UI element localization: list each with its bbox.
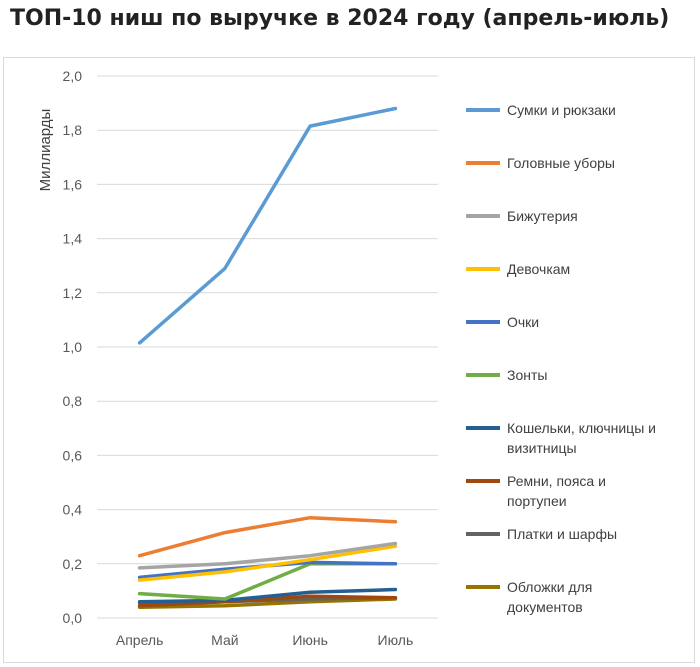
legend-item: Сумки и рюкзаки [466,102,616,118]
legend-label: Зонты [507,367,547,383]
y-tick-labels: 0,0 0,2 0,4 0,6 0,8 1,0 1,2 1,4 1,6 1,8 2,0 [63,68,83,626]
legend-label: портупеи [507,493,567,509]
legend-label: Бижутерия [507,208,578,224]
series-line [137,562,398,601]
legend-item: Обложки для документов [466,579,592,615]
legend-label: Головные уборы [507,155,615,171]
legend-label: Сумки и рюкзаки [507,102,616,118]
legend-item: Платки и шарфы [466,526,617,542]
legend-label: визитницы [507,440,577,456]
series-line [137,597,398,609]
x-tick-label: Июль [378,632,414,648]
legend: Сумки и рюкзаки Головные уборы Бижутерия Де… [466,102,656,615]
y-tick-label: 0,4 [63,502,83,518]
y-tick-label: 0,6 [63,447,83,463]
y-tick-label: 1,8 [63,122,83,138]
legend-item: Очки [466,314,539,330]
legend-label: Кошельки, ключницы и [507,420,656,436]
y-tick-label: 1,2 [63,285,83,301]
x-tick-label: Апрель [116,632,164,648]
series-line [137,515,398,558]
x-tick-label: Июнь [292,632,328,648]
y-axis-label: Миллиарды [37,109,54,192]
y-tick-label: 0,0 [63,610,83,626]
legend-label: Очки [507,314,539,330]
legend-item: Головные уборы [466,155,615,171]
y-tick-label: 2,0 [63,68,83,84]
chart-title: ТОП-10 ниш по выручке в 2024 году (апрел… [10,6,670,31]
legend-label: Ремни, пояса и [507,473,606,489]
series-line [137,594,398,608]
legend-item: Кошельки, ключницы и визитницы [466,420,656,456]
legend-item: Ремни, пояса и портупеи [466,473,606,509]
y-tick-label: 1,4 [63,231,83,247]
legend-label: Платки и шарфы [507,526,617,542]
series-line [137,541,398,570]
x-tick-label: Май [211,632,238,648]
legend-label: Обложки для [507,579,592,595]
gridlines [97,75,438,619]
y-tick-label: 0,8 [63,393,83,409]
x-tick-labels: Апрель Май Июнь Июль [116,632,413,648]
legend-item: Бижутерия [466,208,578,224]
legend-item: Девочкам [466,261,570,277]
legend-item: Зонты [466,367,547,383]
legend-label: Девочкам [507,261,570,277]
series-lines [137,106,398,609]
legend-label: документов [507,599,583,615]
chart-frame [3,57,695,663]
series-line [137,587,398,604]
y-tick-label: 1,0 [63,339,83,355]
y-tick-label: 0,2 [63,556,83,572]
series-line [137,544,398,582]
series-line [137,106,398,345]
y-tick-label: 1,6 [63,176,83,192]
